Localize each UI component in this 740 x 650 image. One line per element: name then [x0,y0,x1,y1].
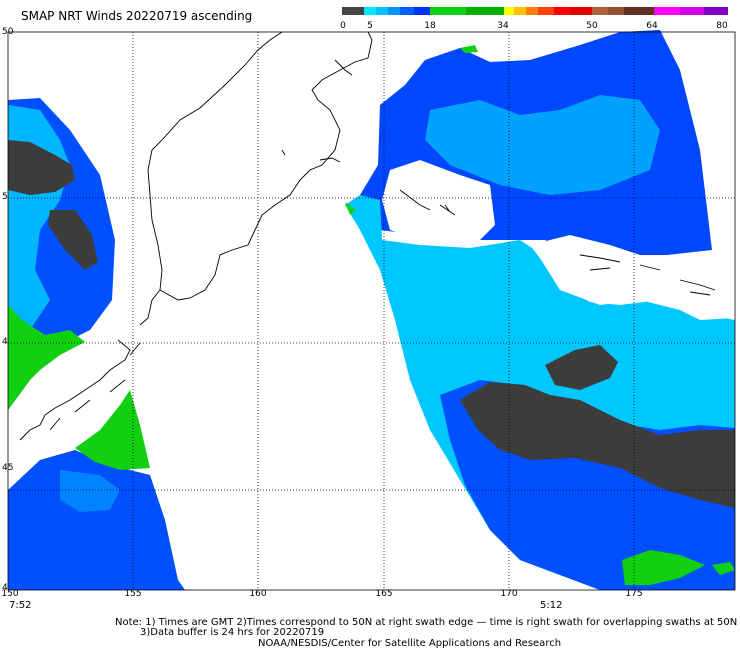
footnote-line: 3)Data buffer is 24 hrs for 20220719 [140,627,325,638]
wind-swaths [8,30,735,590]
colorbar-label: 5 [367,21,373,31]
lat-label: 5 [2,192,8,202]
colorbar-label: 50 [586,21,598,31]
footnote-line: Note: 1) Times are GMT 2)Times correspon… [115,617,738,628]
lat-label: 45 [2,463,14,473]
colorbar-label: 34 [497,21,509,31]
swath-time-right: 5:12 [540,600,563,611]
swath-time-left: 7:52 [9,600,32,611]
lat-lon-grid [8,32,735,590]
colorbar-label: 18 [424,21,436,31]
lat-label: 50 [2,27,14,37]
map-border [7,31,736,591]
lat-label: 4 [2,337,8,347]
lon-label: 155 [124,589,142,599]
lat-label: 4 [2,583,8,593]
lon-label: 165 [375,589,393,599]
lon-label: 170 [500,589,518,599]
colorbar [342,7,728,15]
lon-label: 160 [249,589,267,599]
colorbar-label: 0 [340,21,346,31]
coastline [19,31,716,441]
lon-label: 150 [1,589,19,599]
credit-line: NOAA/NESDIS/Center for Satellite Applica… [258,638,562,649]
lon-label: 175 [625,589,643,599]
colorbar-label: 64 [646,21,658,31]
colorbar-label: 80 [716,21,728,31]
map-title: SMAP NRT Winds 20220719 ascending [21,9,253,23]
